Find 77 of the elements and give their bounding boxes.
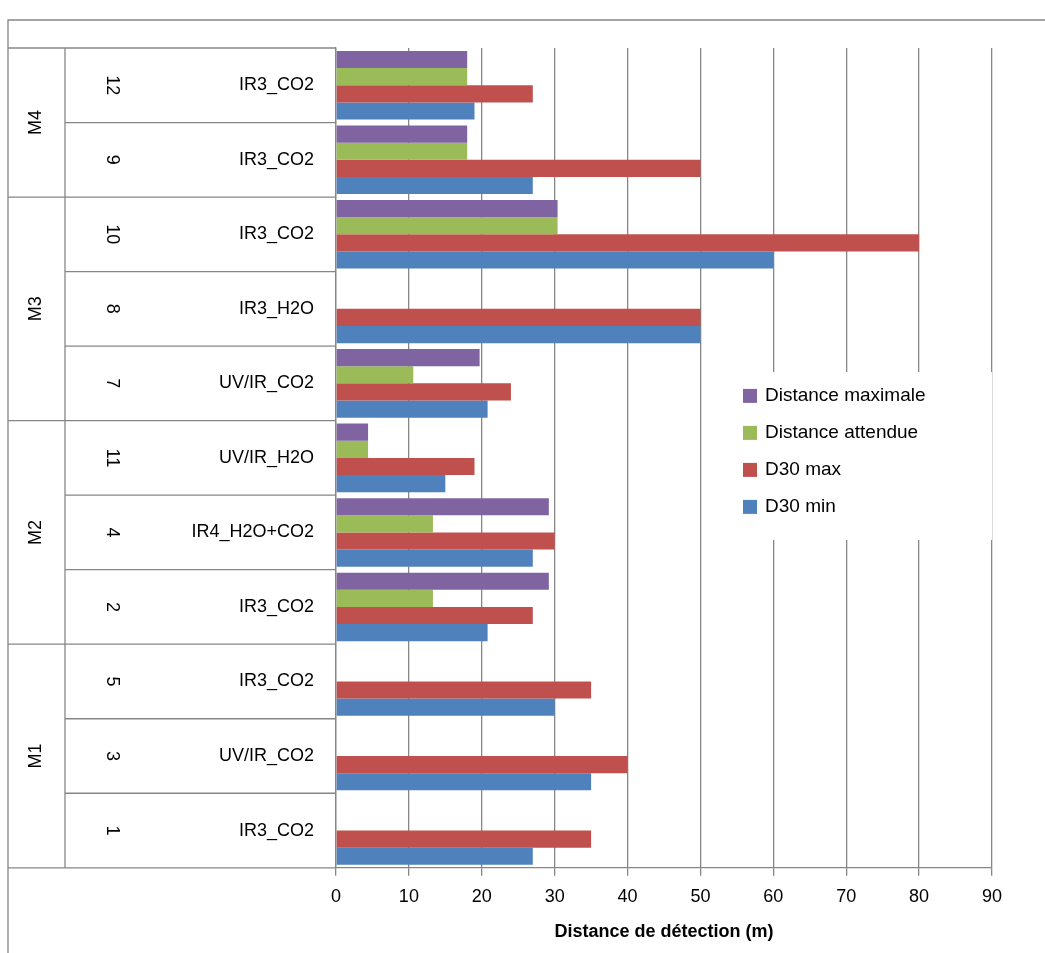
y2-tick-label: 4 (103, 527, 124, 538)
bar (336, 681, 592, 699)
text: M4 (24, 110, 45, 136)
legend-label: D30 max (765, 458, 842, 480)
bar (336, 549, 533, 567)
bar (336, 698, 555, 716)
bar (336, 606, 533, 625)
text: M1 (24, 743, 45, 769)
y-tick-label: IR3_CO2 (238, 223, 314, 245)
bar (336, 251, 774, 269)
bar (336, 85, 533, 103)
x-tick-label: 40 (617, 885, 638, 906)
bar (336, 68, 468, 86)
bar (336, 102, 475, 120)
y2-tick-label: 12 (103, 75, 124, 96)
bar (336, 366, 414, 384)
bar (336, 234, 920, 252)
x-tick-label: 50 (690, 885, 711, 906)
x-axis-title: Distance de détection (m) (554, 921, 774, 942)
bar (336, 457, 475, 476)
text: M3 (24, 296, 45, 322)
y-tick-label: UV/IR_CO2 (218, 744, 314, 766)
bar (336, 142, 468, 160)
bar (336, 400, 488, 418)
bar (336, 308, 701, 326)
y2-tick-label: 3 (103, 751, 124, 762)
y2-tick-label: 2 (103, 601, 124, 612)
text: M2 (24, 519, 45, 545)
bar (336, 125, 468, 143)
legend-label: D30 min (765, 495, 836, 517)
bar (336, 325, 701, 344)
y2-tick-label: 7 (103, 378, 124, 389)
bar (336, 589, 433, 607)
bar (336, 830, 592, 848)
bar (336, 217, 558, 235)
bar (336, 624, 488, 642)
x-tick-label: 0 (330, 885, 342, 906)
legend-label: Distance maximale (765, 384, 926, 406)
x-tick-label: 90 (981, 885, 1003, 906)
bar (336, 176, 533, 195)
bar (336, 440, 369, 458)
bar (336, 756, 628, 774)
y2-tick-label: 8 (103, 303, 124, 314)
x-tick-label: 60 (763, 885, 784, 906)
bar (336, 349, 480, 367)
y-tick-label: IR3_CO2 (238, 595, 314, 617)
y-tick-label: IR3_CO2 (238, 670, 314, 692)
y-tick-label: UV/IR_CO2 (218, 372, 314, 394)
bar (336, 50, 468, 69)
y-tick-label: IR3_H2O (238, 297, 314, 319)
bar (336, 383, 511, 401)
bar (336, 847, 533, 865)
bar (336, 200, 558, 218)
y2-tick-label: 9 (103, 154, 124, 165)
x-tick-label: 20 (471, 885, 492, 906)
y-tick-label: IR3_CO2 (238, 74, 314, 96)
y-tick-label: IR4_H2O+CO2 (191, 521, 314, 543)
bar (336, 498, 549, 516)
y-tick-label: IR3_CO2 (238, 819, 314, 841)
y-tick-label: UV/IR_H2O (218, 446, 314, 468)
x-tick-label: 30 (544, 885, 565, 906)
y2-tick-label: 10 (103, 224, 124, 245)
x-tick-label: 80 (909, 885, 930, 906)
y-tick-label: IR3_CO2 (238, 148, 314, 170)
x-tick-label: 70 (836, 885, 857, 906)
x-tick-label: 10 (398, 885, 419, 906)
bar (336, 773, 592, 791)
bar (336, 159, 701, 177)
bar (336, 475, 446, 493)
bar (336, 423, 369, 441)
y2-tick-label: 5 (103, 676, 124, 687)
bar (336, 532, 555, 550)
legend-label: Distance attendue (765, 421, 919, 443)
y2-tick-label: 11 (103, 448, 124, 468)
y2-tick-label: 1 (103, 825, 124, 836)
bar (336, 572, 549, 590)
bar (336, 515, 433, 533)
